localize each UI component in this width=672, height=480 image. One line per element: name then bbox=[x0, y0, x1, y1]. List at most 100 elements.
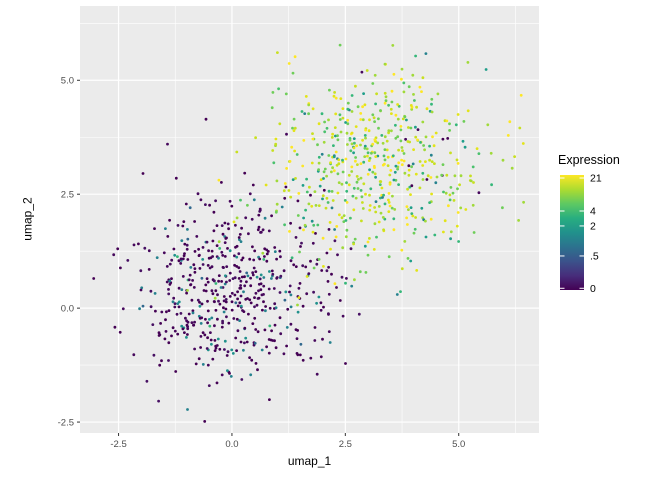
scatter-point bbox=[344, 219, 348, 222]
scatter-point bbox=[282, 189, 286, 193]
scatter-point bbox=[396, 103, 399, 106]
scatter-point bbox=[390, 206, 394, 210]
scatter-point bbox=[267, 229, 271, 233]
scatter-point bbox=[210, 289, 214, 293]
scatter-point bbox=[278, 122, 282, 126]
scatter-point bbox=[215, 344, 219, 347]
scatter-point bbox=[246, 203, 249, 207]
scatter-point bbox=[372, 248, 376, 251]
scatter-point bbox=[207, 384, 211, 387]
scatter-point bbox=[167, 341, 171, 345]
scatter-point bbox=[383, 135, 387, 139]
scatter-point bbox=[277, 87, 280, 91]
scatter-point bbox=[411, 214, 415, 218]
scatter-point bbox=[222, 299, 226, 303]
scatter-point bbox=[325, 174, 328, 178]
scatter-point bbox=[407, 85, 411, 89]
scatter-point bbox=[400, 77, 403, 81]
scatter-point bbox=[448, 129, 451, 132]
scatter-point bbox=[201, 263, 205, 266]
scatter-point bbox=[447, 204, 450, 208]
scatter-point bbox=[228, 271, 232, 275]
scatter-point bbox=[228, 199, 232, 203]
scatter-point bbox=[414, 54, 417, 58]
scatter-point bbox=[477, 152, 481, 156]
scatter-point bbox=[267, 287, 271, 291]
scatter-point bbox=[409, 259, 413, 263]
scatter-point bbox=[203, 420, 207, 423]
scatter-point bbox=[92, 277, 96, 280]
scatter-point bbox=[259, 273, 263, 277]
scatter-point bbox=[141, 172, 145, 175]
scatter-point bbox=[359, 118, 363, 121]
scatter-point bbox=[218, 302, 222, 306]
scatter-point bbox=[198, 300, 201, 304]
scatter-point bbox=[223, 221, 227, 225]
scatter-point bbox=[387, 198, 390, 202]
scatter-point bbox=[211, 239, 215, 243]
scatter-point bbox=[170, 334, 173, 338]
scatter-point bbox=[341, 107, 345, 110]
scatter-point bbox=[350, 170, 354, 173]
scatter-point bbox=[132, 353, 136, 357]
scatter-point bbox=[434, 181, 438, 185]
scatter-point bbox=[418, 85, 422, 89]
scatter-point bbox=[301, 264, 305, 268]
scatter-point bbox=[490, 183, 493, 187]
scatter-point bbox=[162, 251, 166, 255]
scatter-point bbox=[261, 228, 265, 232]
scatter-point bbox=[288, 290, 291, 294]
scatter-point bbox=[268, 270, 271, 273]
scatter-point bbox=[305, 177, 308, 181]
scatter-point bbox=[228, 372, 231, 375]
scatter-point bbox=[220, 224, 224, 228]
scatter-point bbox=[452, 199, 456, 202]
scatter-point bbox=[288, 284, 292, 288]
scatter-point bbox=[238, 319, 242, 322]
scatter-point bbox=[224, 298, 228, 301]
legend-title: Expression bbox=[558, 153, 620, 167]
scatter-point bbox=[194, 362, 198, 366]
scatter-point bbox=[415, 269, 419, 272]
scatter-point bbox=[335, 286, 338, 289]
scatter-point bbox=[387, 103, 390, 107]
scatter-point bbox=[456, 113, 460, 116]
scatter-point bbox=[273, 302, 277, 306]
scatter-point bbox=[521, 142, 525, 145]
scatter-point bbox=[341, 170, 345, 174]
scatter-point bbox=[274, 142, 278, 146]
scatter-point bbox=[283, 182, 287, 185]
scatter-point bbox=[179, 257, 183, 261]
scatter-point bbox=[292, 129, 296, 133]
scatter-point bbox=[397, 183, 400, 187]
scatter-point bbox=[421, 120, 425, 124]
scatter-point bbox=[455, 224, 459, 228]
scatter-point bbox=[221, 254, 225, 257]
legend-break-label: 0 bbox=[590, 283, 596, 295]
scatter-point bbox=[344, 157, 348, 161]
scatter-point bbox=[428, 158, 431, 162]
scatter-point bbox=[182, 254, 186, 258]
scatter-point bbox=[239, 286, 243, 290]
scatter-point bbox=[387, 210, 391, 214]
scatter-point bbox=[276, 51, 279, 54]
scatter-point bbox=[193, 347, 197, 351]
scatter-point bbox=[212, 279, 216, 283]
scatter-point bbox=[362, 160, 366, 164]
scatter-point bbox=[290, 256, 294, 260]
scatter-point bbox=[359, 143, 362, 147]
scatter-point bbox=[208, 318, 211, 321]
scatter-point bbox=[238, 301, 242, 305]
scatter-point bbox=[176, 224, 180, 227]
scatter-point bbox=[253, 249, 257, 253]
scatter-point bbox=[160, 359, 163, 363]
scatter-point bbox=[350, 110, 354, 113]
scatter-point bbox=[371, 82, 375, 85]
scatter-point bbox=[363, 134, 367, 137]
scatter-point bbox=[222, 295, 226, 298]
scatter-point bbox=[279, 274, 283, 278]
scatter-point bbox=[469, 179, 473, 183]
scatter-point bbox=[257, 225, 261, 229]
scatter-point bbox=[432, 144, 436, 148]
